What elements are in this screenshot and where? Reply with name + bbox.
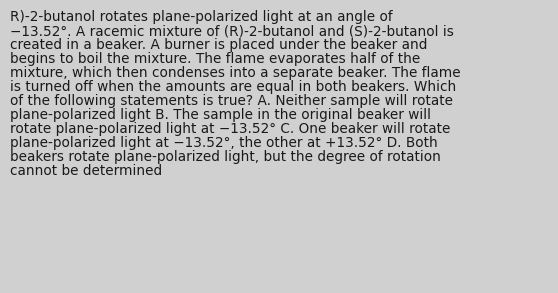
Text: R)-2-butanol rotates plane-polarized light at an angle of
−13.52°. A racemic mix: R)-2-butanol rotates plane-polarized lig…: [10, 10, 461, 178]
